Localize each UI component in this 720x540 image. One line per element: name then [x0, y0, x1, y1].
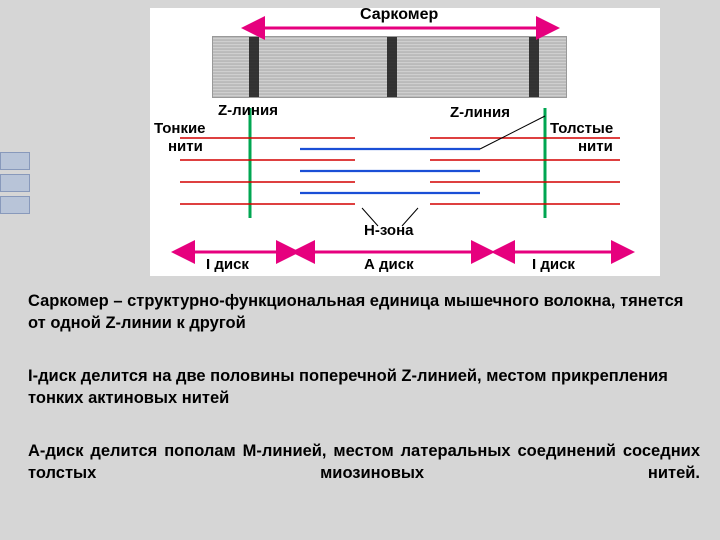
thin-label-2: нити — [168, 138, 203, 155]
sidebar-block — [0, 152, 30, 170]
z-label-left: Z-линия — [218, 102, 278, 119]
thick-filaments — [300, 149, 480, 193]
diagram-panel: Саркомер — [150, 8, 660, 276]
paragraph-3: А-диск делится пополам М-линией, местом … — [28, 440, 700, 485]
a-disc-label: А диск — [364, 256, 414, 273]
paragraph-2: I-диск делится на две половины поперечно… — [28, 365, 700, 410]
sidebar-stub — [0, 0, 50, 280]
thick-label-1: Толстые — [550, 120, 613, 137]
sidebar-block — [0, 174, 30, 192]
thin-label-1: Тонкие — [154, 120, 206, 137]
thick-label-2: нити — [578, 138, 613, 155]
sidebar-block — [0, 196, 30, 214]
paragraph-1: Саркомер – структурно-функциональная еди… — [28, 290, 700, 335]
h-zone-label: Н-зона — [364, 222, 413, 239]
i-disc-right-label: I диск — [532, 256, 575, 273]
i-disc-left-label: I диск — [206, 256, 249, 273]
z-label-right: Z-линия — [450, 104, 510, 121]
